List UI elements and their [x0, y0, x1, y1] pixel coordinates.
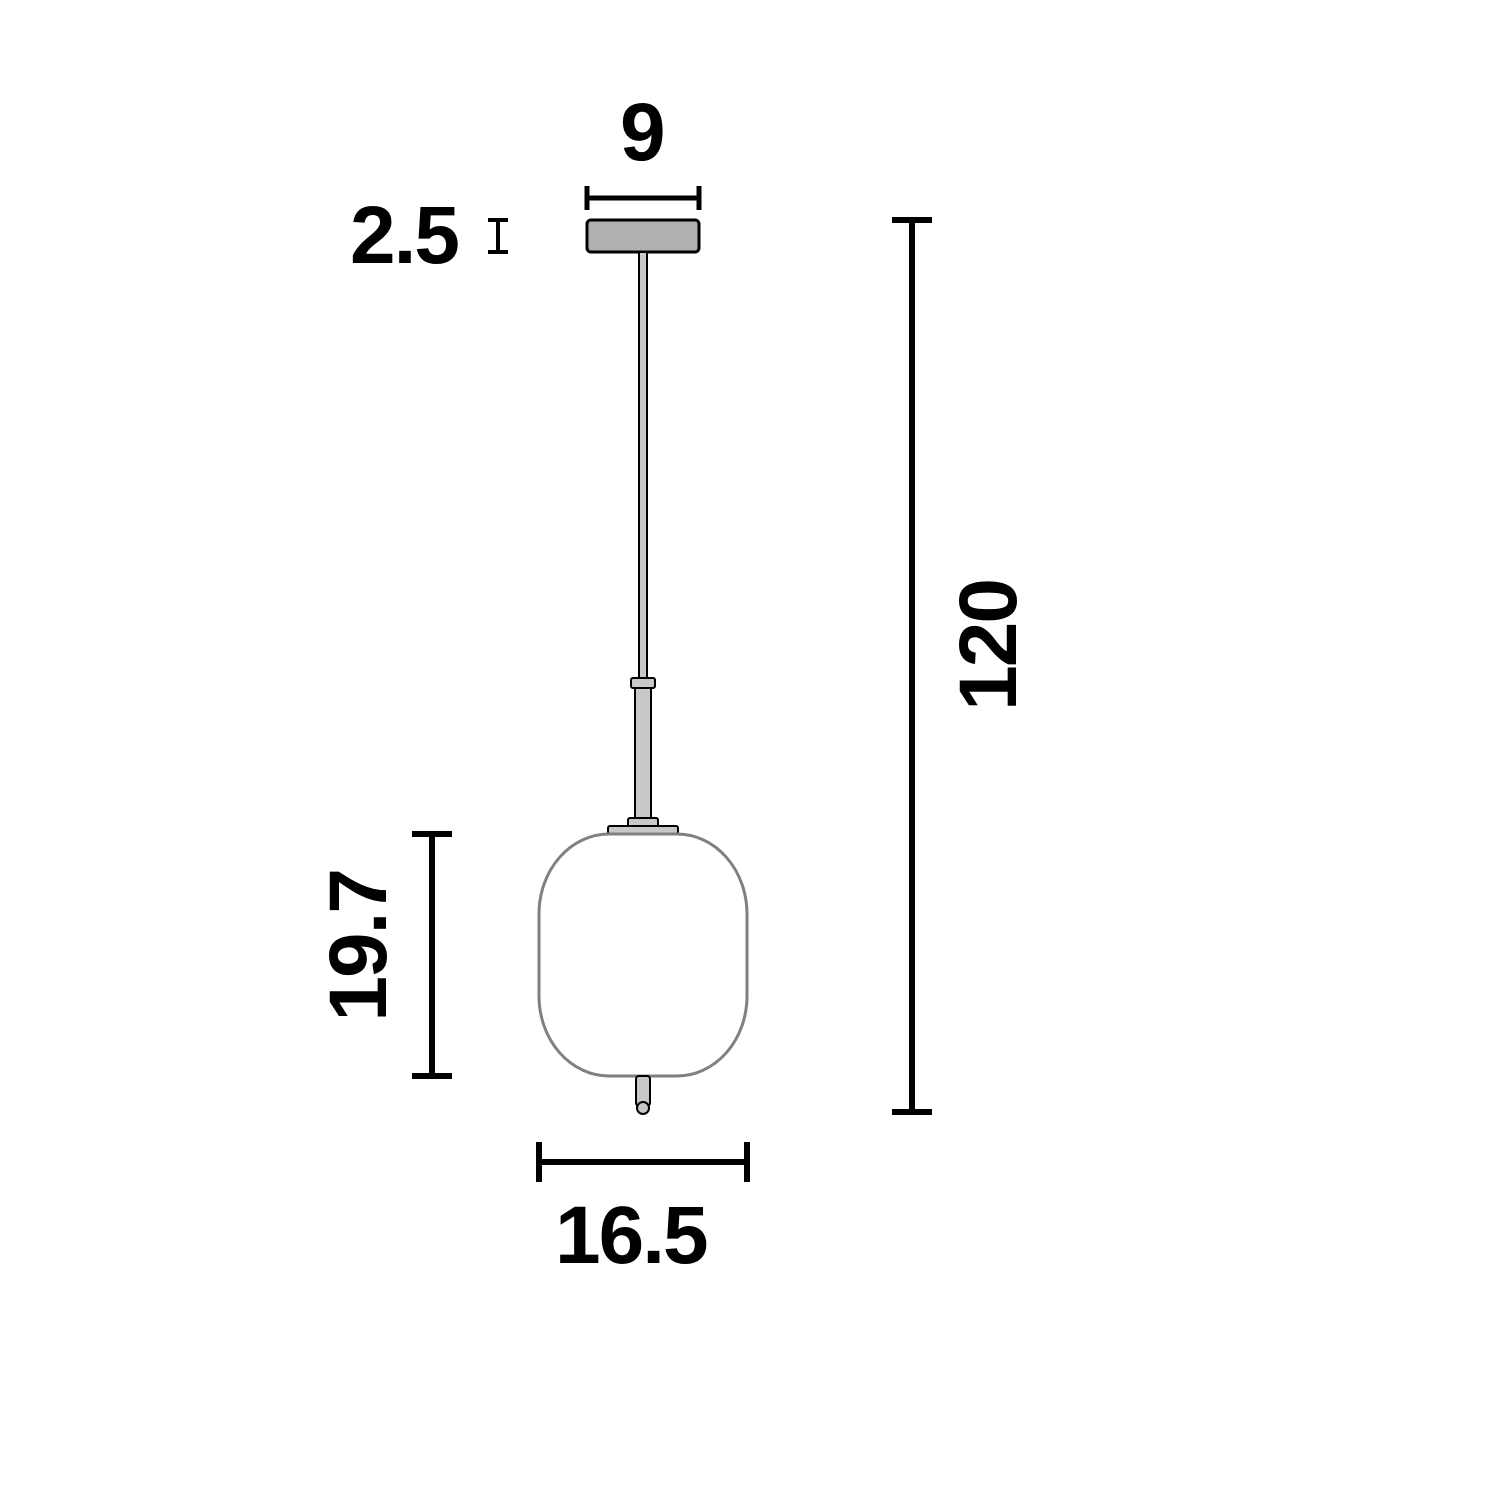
label-shade-width: 16.5: [555, 1195, 707, 1277]
dim-canopy-height: [488, 220, 508, 252]
dim-shade-height: [412, 834, 452, 1076]
dim-shade-width: [539, 1142, 747, 1182]
dim-canopy-width: [587, 186, 699, 210]
diagram-svg: [0, 0, 1500, 1500]
rod: [628, 678, 658, 828]
label-canopy-height: 2.5: [350, 195, 458, 277]
cord: [639, 252, 647, 680]
label-canopy-width: 9: [620, 92, 664, 174]
dim-total-height: [892, 220, 932, 1112]
finial: [636, 1076, 650, 1114]
label-total-height: 120: [948, 580, 1030, 711]
dimension-diagram: 9 2.5 120 19.7 16.5: [0, 0, 1500, 1500]
canopy: [587, 220, 699, 252]
shade: [539, 834, 747, 1076]
label-shade-height: 19.7: [318, 870, 400, 1022]
